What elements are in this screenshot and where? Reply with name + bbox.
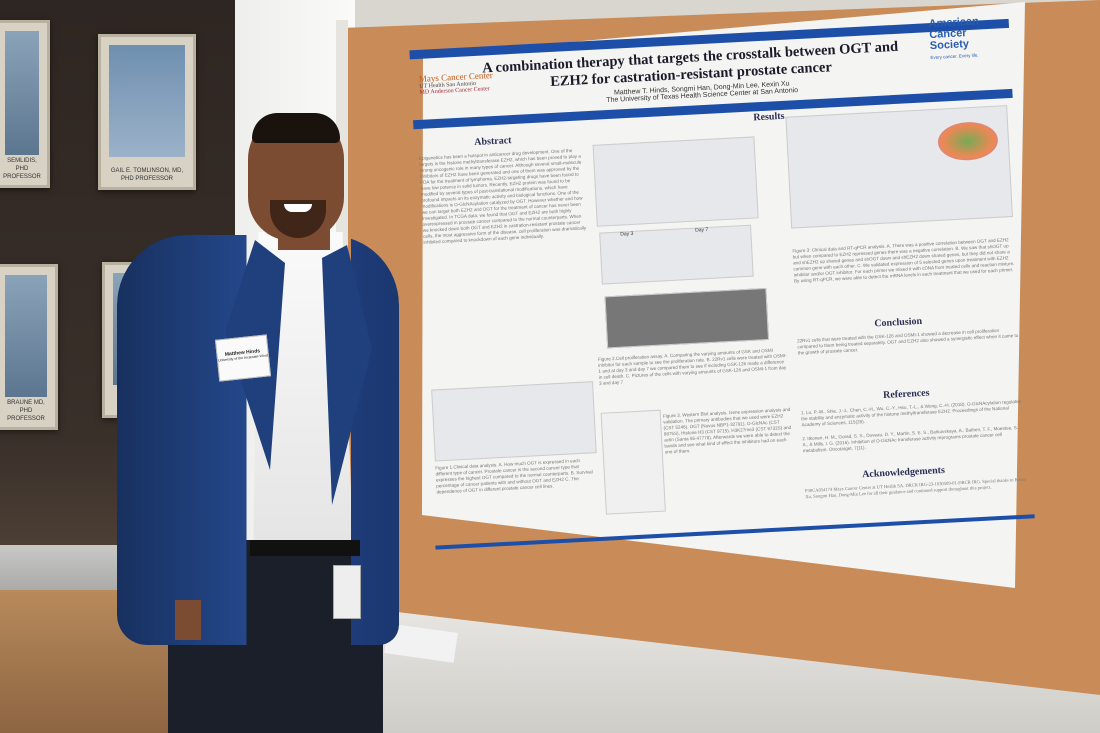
western-blot [600,409,666,515]
figure-2a-line-chart [592,136,759,227]
conclusion-heading: Conclusion [874,315,923,330]
figure-2-caption: Figure 2.Cell proliferation assay. A. Co… [597,347,787,386]
hair [252,113,340,143]
figure-3-western-caption: Figure 3. Western Blot analysis. Gene ex… [662,406,792,455]
poster-bottom-bar [435,514,1035,550]
figure-3-caption: Figure 3: Clinical data and RT-qPCR anal… [792,237,1015,284]
figure-2b-bar-charts: Day 3 Day 7 [599,224,754,285]
american-cancer-society-logo: American Cancer Society Every cancer. Eve… [928,15,980,61]
smile [284,204,312,212]
abstract-heading: Abstract [474,135,512,149]
portrait-frame: GAIL E. TOMLINSON, MD, PHD PROFESSOR [98,34,196,190]
results-heading: Results [753,110,785,124]
abstract-text: Epigenetics has been a hotspot in antica… [418,147,587,245]
figure-3-clinical-charts [785,105,1013,229]
id-badge [333,565,361,619]
portrait-frame: SEMLIDIS, PHD PROFESSOR [0,20,50,188]
figure-1-charts [431,381,597,462]
conclusion-text: 22Rv1 cells that were treated with the G… [796,327,1019,356]
figure-2c-cell-images [604,287,770,349]
hand [175,600,201,640]
name-tag: Matthew Hinds University of the Incarnate… [214,334,272,382]
belt [250,540,360,556]
acknowledgements-text: P30CA054174 Mays Cancer Center at UT Hea… [804,476,1026,500]
portrait-frame: BRAUNE MD, PHD PROFESSOR [0,264,58,430]
figure-1-caption: Figure 1.Clinical data analysis. A. How … [435,457,593,495]
references-heading: References [882,387,930,402]
acknowledgements-heading: Acknowledgements [861,464,946,481]
poster-content: Mays Cancer Center UT Health San Antonio M… [407,0,1036,576]
